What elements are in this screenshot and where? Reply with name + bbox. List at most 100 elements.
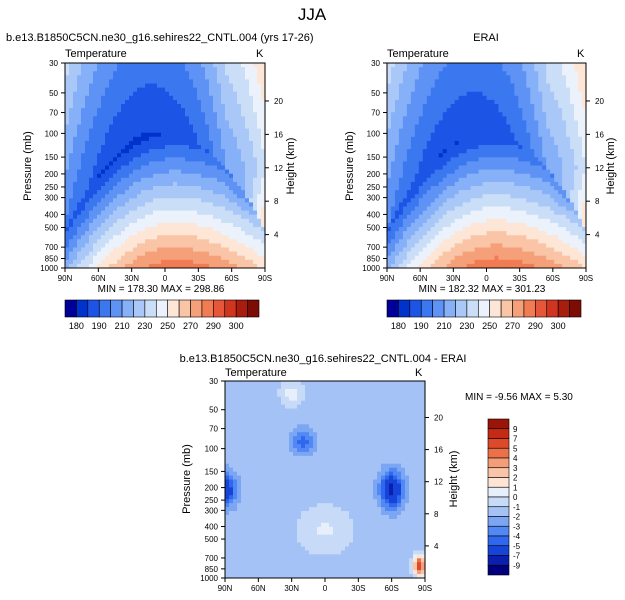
field-cell — [153, 214, 158, 220]
field-cell — [554, 108, 559, 113]
field-cell — [526, 243, 531, 248]
field-cell — [73, 75, 78, 80]
field-cell — [97, 140, 102, 146]
field-cell — [181, 161, 186, 166]
field-cell — [221, 169, 226, 175]
field-cell — [165, 136, 170, 142]
field-cell — [93, 243, 98, 248]
field-cell — [478, 153, 483, 158]
field-cell — [245, 231, 250, 236]
field-cell — [245, 83, 250, 88]
field-cell — [137, 202, 142, 207]
field-cell — [458, 128, 464, 134]
field-cell — [205, 75, 210, 80]
field-cell — [105, 157, 110, 162]
field-cell — [566, 104, 571, 109]
field-cell — [494, 173, 499, 179]
field-cell — [73, 247, 78, 252]
field-cell — [169, 186, 174, 191]
field-cell — [530, 108, 535, 113]
field-cell — [113, 206, 118, 211]
field-cell — [85, 169, 90, 175]
field-cell — [522, 194, 527, 199]
field-cell — [490, 210, 495, 216]
field-cell — [245, 198, 250, 203]
field-cell — [458, 120, 464, 125]
field-cell — [225, 169, 230, 175]
field-cell — [418, 75, 424, 80]
field-cell — [169, 255, 174, 261]
field-cell — [530, 153, 535, 158]
field-cell — [161, 67, 166, 72]
field-cell — [229, 157, 234, 162]
field-cell — [506, 198, 511, 203]
field-cell — [217, 177, 222, 183]
field-cell — [550, 104, 555, 109]
field-cell — [165, 198, 170, 203]
field-cell — [394, 186, 400, 191]
field-cell — [85, 104, 90, 109]
field-cell — [109, 132, 114, 138]
field-cell — [177, 227, 182, 232]
field-cell — [217, 79, 222, 84]
field-cell — [506, 128, 511, 134]
field-cell — [498, 206, 503, 211]
field-cell — [470, 108, 475, 113]
field-cell — [121, 202, 126, 207]
field-cell — [229, 116, 234, 121]
field-cell — [387, 243, 392, 248]
field-cell — [133, 145, 138, 150]
field-cell — [422, 218, 428, 224]
field-cell — [125, 161, 130, 166]
field-cell — [205, 71, 210, 76]
field-cell — [490, 255, 495, 261]
field-cell — [486, 108, 491, 113]
field-cell — [538, 120, 543, 125]
field-cell — [538, 222, 543, 228]
field-cell — [137, 227, 142, 232]
field-cell — [89, 169, 94, 175]
field-cell — [125, 227, 130, 232]
field-cell — [229, 104, 234, 109]
field-cell — [522, 75, 527, 80]
field-cell — [462, 255, 467, 261]
field-cell — [426, 255, 432, 261]
field-cell — [85, 83, 90, 88]
field-cell — [542, 169, 547, 175]
field-cell — [486, 161, 491, 166]
field-cell — [85, 247, 90, 252]
field-cell — [534, 112, 539, 117]
field-cell — [390, 255, 396, 261]
field-cell — [137, 190, 142, 195]
field-cell — [578, 128, 583, 134]
field-cell — [133, 120, 138, 125]
field-cell — [201, 214, 206, 220]
field-cell — [578, 75, 583, 80]
field-cell — [105, 128, 110, 134]
field-cell — [526, 210, 531, 216]
field-cell — [498, 263, 503, 269]
field-cell — [462, 157, 467, 162]
field-cell — [257, 79, 262, 84]
field-cell — [414, 169, 420, 175]
field-cell — [542, 153, 547, 158]
field-cell — [490, 112, 495, 117]
field-cell — [522, 186, 527, 191]
field-cell — [65, 231, 70, 236]
field-cell — [526, 198, 531, 203]
field-cell — [542, 202, 547, 207]
field-cell — [466, 87, 471, 93]
field-cell — [446, 255, 452, 261]
field-cell — [241, 128, 246, 134]
field-cell — [466, 112, 471, 117]
field-cell — [165, 83, 170, 88]
field-cell — [193, 87, 198, 93]
field-cell — [245, 95, 250, 101]
field-cell — [65, 206, 70, 211]
field-cell — [450, 231, 456, 236]
field-cell — [253, 161, 258, 166]
field-cell — [502, 190, 507, 195]
field-cell — [426, 177, 432, 183]
field-cell — [490, 75, 495, 80]
field-cell — [438, 128, 444, 134]
